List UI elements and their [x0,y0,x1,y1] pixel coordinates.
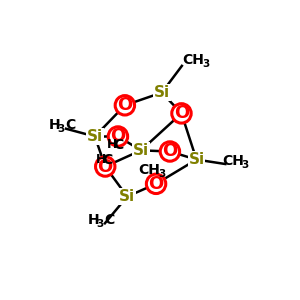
Text: Si: Si [87,129,103,144]
Text: Si: Si [154,85,170,100]
Text: CH: CH [222,154,244,168]
Text: H: H [106,138,117,151]
Text: C: C [113,138,124,152]
Text: O: O [117,96,133,114]
Text: H: H [88,213,100,226]
Text: C: C [103,153,113,167]
Text: C: C [104,213,115,226]
Text: 3: 3 [242,160,249,170]
Text: Si: Si [133,143,149,158]
Text: CH: CH [183,53,205,67]
Text: 3: 3 [158,169,166,179]
Text: Si: Si [119,189,135,204]
Text: O: O [174,104,189,122]
Circle shape [95,157,115,176]
Circle shape [146,174,166,194]
Circle shape [160,142,180,161]
Text: H: H [95,153,106,166]
Circle shape [108,127,128,146]
Text: 3: 3 [57,124,65,134]
Text: O: O [162,142,178,160]
Text: O: O [110,128,126,146]
Text: 3: 3 [202,59,209,69]
Circle shape [172,104,191,123]
Text: Si: Si [188,152,205,167]
Text: O: O [148,175,164,193]
Text: CH: CH [139,163,160,176]
Text: 3: 3 [97,219,104,229]
Text: H: H [49,118,60,132]
Text: O: O [98,158,113,175]
Circle shape [115,96,135,115]
Text: C: C [65,118,76,132]
